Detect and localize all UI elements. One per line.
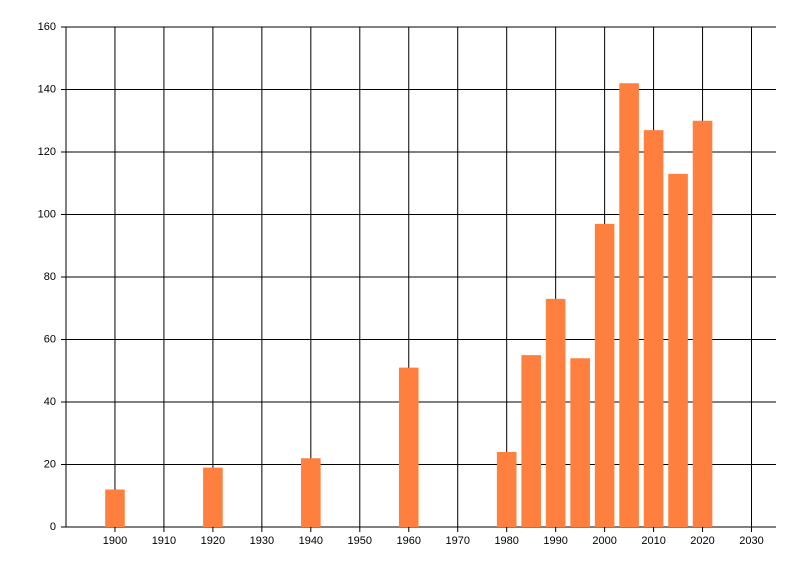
bar xyxy=(203,467,223,527)
y-tick-label: 60 xyxy=(44,333,56,345)
x-tick-label: 1990 xyxy=(543,535,567,547)
bar xyxy=(105,489,125,527)
y-tick-label: 0 xyxy=(50,521,56,533)
x-tick-label: 2030 xyxy=(739,535,763,547)
bar xyxy=(496,452,517,527)
bar xyxy=(668,173,688,527)
x-tick-label: 1900 xyxy=(103,535,127,547)
x-tick-label: 1920 xyxy=(201,535,225,547)
y-tick-label: 80 xyxy=(44,271,56,283)
bar xyxy=(570,358,590,527)
y-tick-label: 20 xyxy=(44,458,56,470)
bar xyxy=(545,298,566,527)
y-tick-label: 100 xyxy=(38,208,56,220)
x-tick-label: 1940 xyxy=(299,535,323,547)
bar xyxy=(643,130,664,527)
bar xyxy=(398,367,419,527)
y-tick-label: 140 xyxy=(38,83,56,95)
bar xyxy=(692,120,713,527)
x-tick-label: 1980 xyxy=(494,535,518,547)
y-tick-label: 120 xyxy=(38,146,56,158)
y-tick-label: 40 xyxy=(44,396,56,408)
bar xyxy=(619,83,639,527)
x-tick-label: 1970 xyxy=(445,535,469,547)
x-tick-label: 2020 xyxy=(690,535,714,547)
y-tick-label: 160 xyxy=(38,21,56,33)
x-tick-label: 1930 xyxy=(250,535,274,547)
bar xyxy=(594,223,615,527)
x-tick-label: 2000 xyxy=(592,535,616,547)
x-tick-label: 2010 xyxy=(641,535,665,547)
bar xyxy=(521,355,541,527)
x-tick-label: 1910 xyxy=(152,535,176,547)
x-tick-label: 1960 xyxy=(397,535,421,547)
bar xyxy=(301,458,321,527)
x-tick-label: 1950 xyxy=(348,535,372,547)
